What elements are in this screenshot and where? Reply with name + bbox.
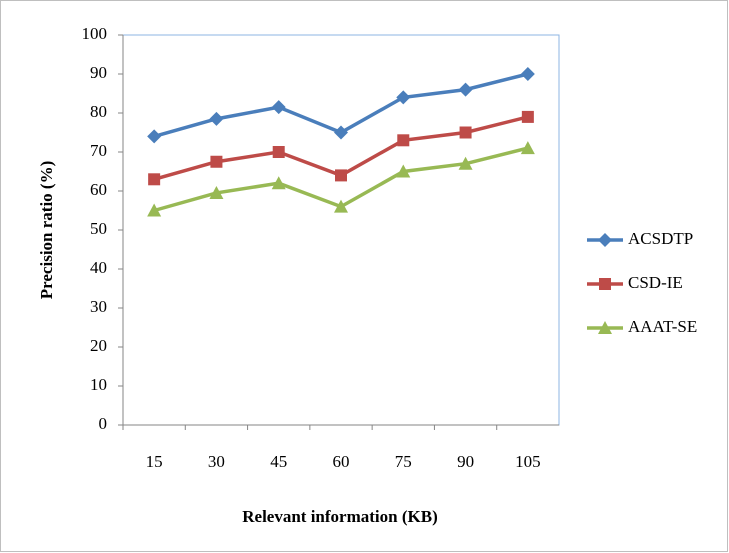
marker: [271, 176, 286, 190]
x-tick-label: 45: [270, 452, 287, 471]
marker: [209, 185, 224, 199]
marker: [148, 173, 161, 186]
marker: [521, 110, 534, 123]
marker: [396, 164, 411, 178]
marker: [147, 203, 162, 217]
y-tick-label: 60: [90, 180, 107, 199]
x-tick-label: 90: [457, 452, 474, 471]
marker: [458, 156, 473, 170]
y-tick-label: 50: [90, 219, 107, 238]
marker: [459, 126, 472, 139]
marker: [271, 100, 286, 115]
marker: [520, 141, 535, 155]
marker: [334, 125, 348, 140]
legend-label: CSD-IE: [628, 273, 683, 292]
y-tick-label: 90: [90, 63, 107, 82]
y-tick-label: 40: [90, 258, 107, 277]
legend-label: AAAT-SE: [628, 317, 697, 336]
x-axis-label: Relevant information (KB): [242, 507, 437, 526]
marker: [210, 155, 223, 168]
y-tick-label: 20: [90, 336, 107, 355]
x-tick-label: 60: [333, 452, 350, 471]
y-tick-label: 70: [90, 141, 107, 160]
marker: [209, 111, 224, 126]
marker: [396, 90, 411, 105]
marker: [272, 146, 285, 158]
y-tick-label: 80: [90, 102, 107, 121]
y-tick-label: 100: [82, 24, 108, 43]
marker: [598, 321, 612, 334]
marker: [458, 82, 473, 97]
x-tick-label: 75: [395, 452, 412, 471]
legend-label: ACSDTP: [628, 229, 693, 248]
marker: [520, 67, 535, 81]
y-tick-label: 10: [90, 375, 107, 394]
y-tick-label: 0: [99, 414, 108, 433]
marker: [598, 233, 612, 247]
x-tick-label: 105: [515, 452, 541, 471]
x-tick-label: 30: [208, 452, 225, 471]
marker: [334, 199, 348, 213]
x-tick-label: 15: [146, 452, 163, 471]
marker: [335, 169, 347, 182]
marker: [397, 134, 410, 147]
y-axis-label: Precision ratio (%): [37, 161, 56, 299]
y-tick-label: 30: [90, 297, 107, 316]
marker: [147, 129, 162, 144]
marker: [599, 278, 611, 290]
